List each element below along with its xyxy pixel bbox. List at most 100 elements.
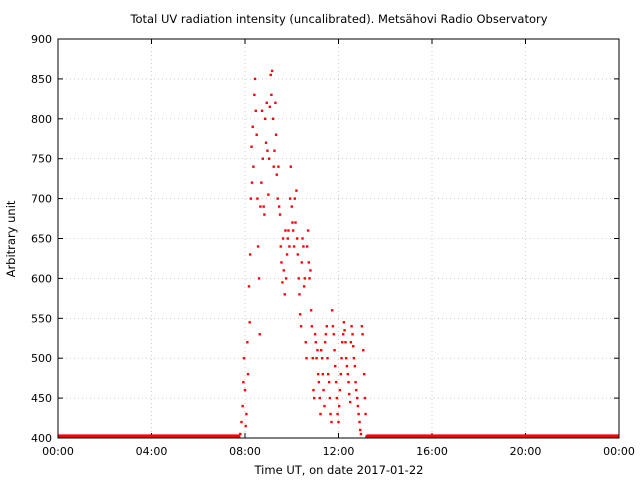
data-point xyxy=(251,125,254,128)
data-point xyxy=(246,372,250,376)
data-point xyxy=(289,165,293,168)
axis-ticks: 400 450 500 550 600 650 700 750 800 850 900 00:00 04… xyxy=(31,33,635,458)
data-point xyxy=(270,93,273,97)
data-point xyxy=(295,189,298,192)
data-point xyxy=(359,432,363,436)
data-point xyxy=(246,341,249,344)
data-point xyxy=(279,245,282,248)
data-point xyxy=(336,412,339,416)
y-tick-label-7: 750 xyxy=(31,153,52,166)
data-point xyxy=(301,237,304,240)
x-tick-label-0: 00:00 xyxy=(42,445,74,458)
data-point xyxy=(346,372,350,376)
data-point xyxy=(247,285,251,288)
y-tick-label-3: 550 xyxy=(31,312,52,325)
data-point xyxy=(262,205,265,208)
data-point xyxy=(270,69,274,73)
data-point xyxy=(258,333,261,336)
data-point xyxy=(296,253,300,256)
data-point xyxy=(295,237,299,240)
data-point xyxy=(337,420,340,424)
data-point xyxy=(282,269,286,272)
data-point xyxy=(250,181,254,184)
data-point xyxy=(309,269,312,272)
y-tick-label-2: 500 xyxy=(31,352,52,365)
data-point xyxy=(291,221,294,224)
data-point xyxy=(300,261,304,264)
data-point xyxy=(311,357,314,360)
data-point xyxy=(291,229,295,232)
data-point xyxy=(352,357,356,360)
data-point xyxy=(363,396,367,400)
data-point xyxy=(348,400,352,404)
data-point xyxy=(293,197,296,200)
data-point xyxy=(321,372,325,376)
data-point xyxy=(253,93,256,97)
data-point xyxy=(345,364,349,368)
data-point xyxy=(310,325,314,328)
data-point xyxy=(287,229,290,232)
data-point xyxy=(338,404,341,408)
y-axis-label: Arbitrary unit xyxy=(4,200,18,277)
data-point xyxy=(335,396,339,400)
data-point xyxy=(267,157,271,160)
data-point xyxy=(255,133,258,136)
data-point xyxy=(240,420,243,424)
data-point xyxy=(264,141,268,144)
data-point xyxy=(343,329,346,332)
data-point xyxy=(315,357,318,360)
data-point xyxy=(304,341,307,344)
data-point xyxy=(356,404,360,408)
x-tick-label-5: 20:00 xyxy=(510,445,542,458)
data-point xyxy=(360,325,364,328)
data-point xyxy=(257,277,261,280)
data-point xyxy=(266,149,269,152)
data-point xyxy=(283,293,286,296)
data-point xyxy=(341,333,345,336)
data-point xyxy=(331,325,335,328)
data-point xyxy=(319,412,322,416)
data-point xyxy=(316,349,319,352)
data-point xyxy=(308,277,311,280)
data-point xyxy=(284,277,288,280)
data-point xyxy=(244,424,247,428)
data-point xyxy=(305,357,308,360)
chart-title: Total UV radiation intensity (uncalibrat… xyxy=(129,12,547,26)
data-point xyxy=(281,237,285,240)
data-point xyxy=(327,380,331,384)
data-point xyxy=(312,396,316,400)
data-point xyxy=(274,101,277,105)
data-point xyxy=(288,197,292,200)
data-point xyxy=(362,349,365,352)
data-point xyxy=(241,404,244,408)
y-tick-label-5: 650 xyxy=(31,233,52,246)
data-point xyxy=(298,293,301,296)
data-point xyxy=(256,245,260,248)
data-point xyxy=(357,412,360,416)
data-point xyxy=(280,261,283,264)
data-point xyxy=(259,205,262,208)
y-tick-label-9: 850 xyxy=(31,73,52,86)
data-point xyxy=(288,245,291,248)
data-point xyxy=(268,105,271,109)
data-point xyxy=(363,372,366,376)
data-point xyxy=(359,428,362,432)
data-point xyxy=(317,380,321,384)
data-point xyxy=(358,420,361,424)
data-point xyxy=(306,229,310,232)
data-point xyxy=(347,380,350,384)
data-point xyxy=(277,205,281,208)
data-point xyxy=(265,101,268,105)
data-point xyxy=(349,341,353,344)
data-point xyxy=(299,325,303,328)
data-point xyxy=(328,396,332,400)
data-point xyxy=(332,333,336,336)
data-point xyxy=(256,197,259,200)
data-point xyxy=(286,237,289,240)
data-points xyxy=(239,69,368,438)
data-point xyxy=(351,333,354,336)
data-point xyxy=(273,149,276,152)
data-point xyxy=(278,213,282,216)
